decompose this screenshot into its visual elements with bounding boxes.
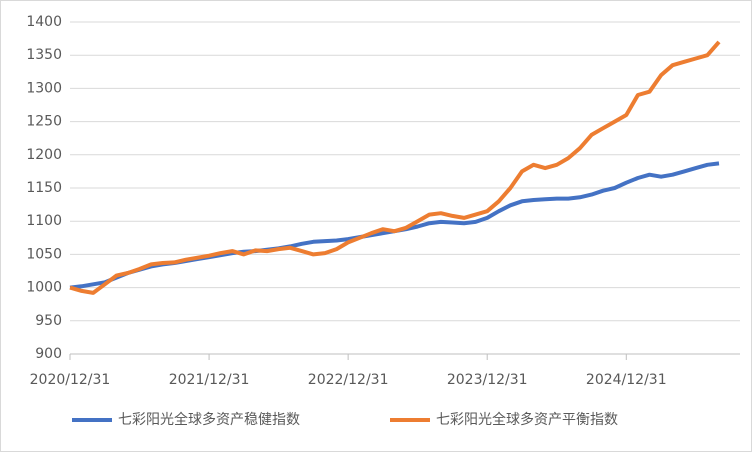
x-tick-label: 2023/12/31 [447,372,528,388]
x-tick-label: 2020/12/31 [30,372,111,388]
x-tick-label: 2024/12/31 [586,372,667,388]
legend-label: 七彩阳光全球多资产平衡指数 [436,411,618,428]
y-tick-label: 950 [35,313,62,329]
y-tick-label: 1250 [26,114,62,130]
y-tick-label: 1400 [26,14,62,30]
y-tick-label: 1200 [26,147,62,163]
y-tick-label: 1350 [26,47,62,63]
y-tick-label: 1100 [26,213,62,229]
x-tick-label: 2022/12/31 [308,372,389,388]
legend-label: 七彩阳光全球多资产稳健指数 [118,411,300,428]
y-tick-label: 1150 [26,180,62,196]
y-tick-label: 1050 [26,246,62,262]
y-tick-label: 900 [35,346,62,362]
y-tick-label: 1000 [26,280,62,296]
y-tick-label: 1300 [26,80,62,96]
series-line [69,40,721,295]
x-tick-label: 2021/12/31 [169,372,250,388]
